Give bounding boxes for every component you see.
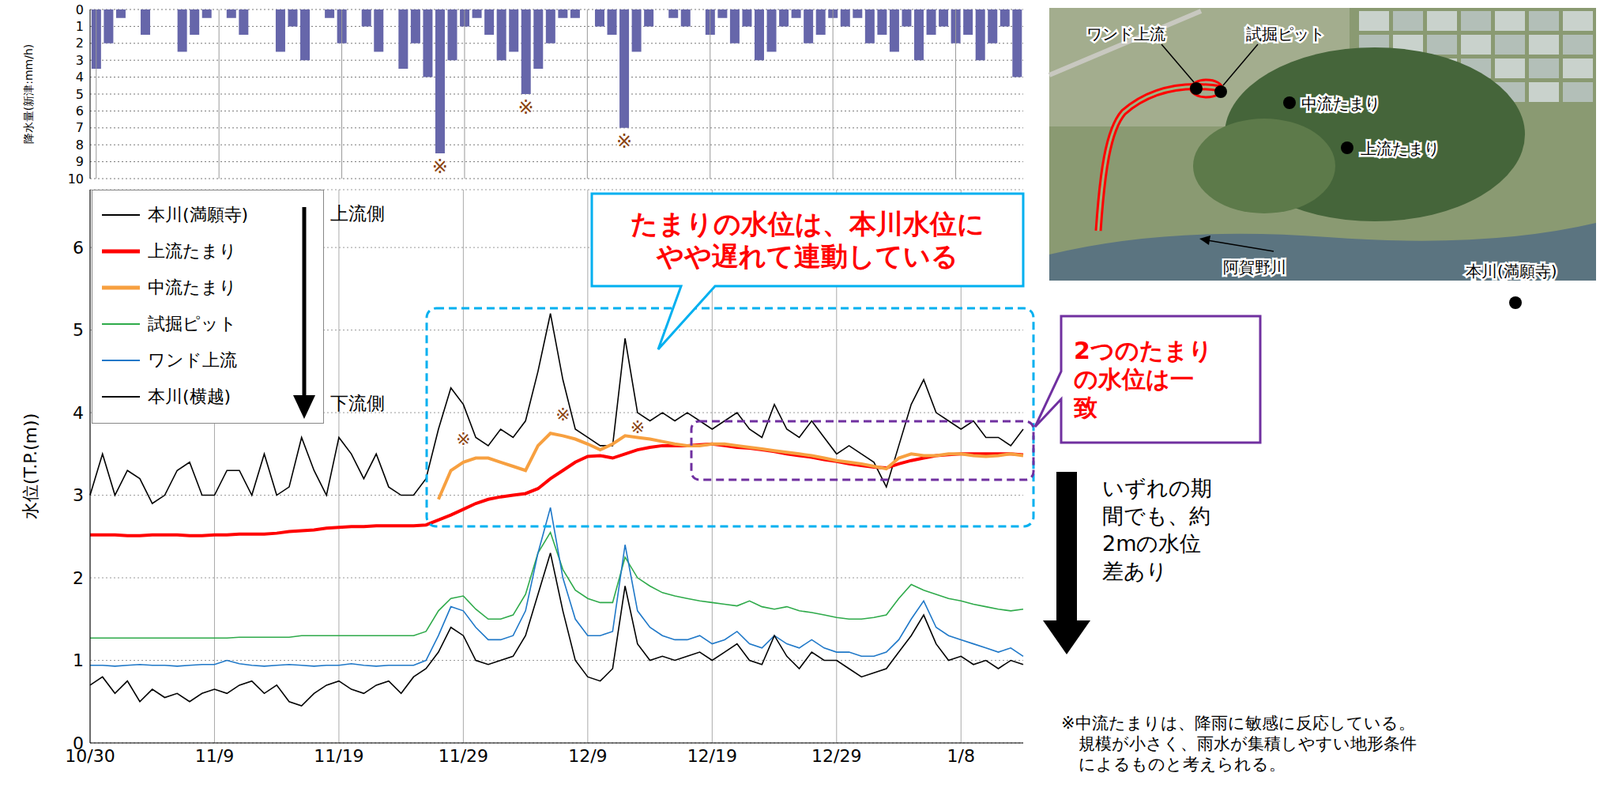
svg-text:12/19: 12/19 xyxy=(687,745,738,766)
html-text:本川(横越): 本川(横越) xyxy=(147,386,231,407)
svg-text:阿賀野川: 阿賀野川 xyxy=(1223,257,1287,277)
svg-text:10: 10 xyxy=(67,171,84,187)
svg-text:10/30: 10/30 xyxy=(65,745,116,766)
svg-text:0: 0 xyxy=(75,3,84,18)
svg-text:7: 7 xyxy=(75,120,84,136)
svg-text:11/29: 11/29 xyxy=(438,745,489,766)
svg-text:※: ※ xyxy=(518,96,535,119)
html-text:中流たまり: 中流たまり xyxy=(147,277,238,298)
html-text:いずれの期間でも、約2mの水位差あり: いずれの期間でも、約2mの水位差あり xyxy=(1102,475,1213,584)
svg-text:※: ※ xyxy=(432,155,448,178)
svg-text:中流たまり: 中流たまり xyxy=(1301,94,1381,113)
svg-text:4: 4 xyxy=(72,402,84,423)
svg-text:1/8: 1/8 xyxy=(947,745,976,766)
svg-text:3: 3 xyxy=(72,485,84,505)
svg-text:6: 6 xyxy=(72,237,84,258)
svg-text:8: 8 xyxy=(75,137,84,153)
svg-text:ワンド上流: ワンド上流 xyxy=(1086,24,1166,44)
svg-text:※: ※ xyxy=(555,404,570,425)
svg-text:0: 0 xyxy=(72,733,84,753)
svg-text:1: 1 xyxy=(75,18,84,34)
svg-text:※: ※ xyxy=(455,429,471,449)
html-text:2つのたまりの水位は一致: 2つのたまりの水位は一致 xyxy=(1073,336,1213,422)
html-text:上流側: 上流側 xyxy=(330,203,385,224)
svg-text:5: 5 xyxy=(72,320,84,340)
svg-text:5: 5 xyxy=(75,86,84,102)
html-text:規模が小さく、雨水が集積しやすい地形条件: 規模が小さく、雨水が集積しやすい地形条件 xyxy=(1078,734,1417,753)
svg-text:水位(T.P.(m)): 水位(T.P.(m)) xyxy=(20,413,41,520)
svg-text:6: 6 xyxy=(75,103,84,119)
svg-text:試掘ピット: 試掘ピット xyxy=(1246,24,1326,44)
html-text:下流側: 下流側 xyxy=(330,392,385,414)
html-text:によるものと考えられる。: によるものと考えられる。 xyxy=(1078,754,1286,774)
svg-text:降水量(新津:mm/h): 降水量(新津:mm/h) xyxy=(22,44,35,145)
svg-text:2: 2 xyxy=(72,568,84,588)
html-text:たまりの水位は、本川水位にやや遅れて連動している: たまりの水位は、本川水位にやや遅れて連動している xyxy=(630,207,985,272)
svg-text:11/9: 11/9 xyxy=(195,745,234,766)
html-text:※中流たまりは、降雨に敏感に反応している。: ※中流たまりは、降雨に敏感に反応している。 xyxy=(1061,713,1415,733)
svg-text:3: 3 xyxy=(75,52,84,68)
svg-text:2: 2 xyxy=(75,35,84,51)
svg-text:1: 1 xyxy=(72,650,84,671)
svg-text:9: 9 xyxy=(75,154,84,170)
html-text:試掘ピット: 試掘ピット xyxy=(147,313,238,334)
svg-text:12/29: 12/29 xyxy=(811,745,862,766)
svg-text:12/9: 12/9 xyxy=(568,745,607,766)
svg-text:本川(満願寺): 本川(満願寺) xyxy=(1465,261,1558,281)
html-text:上流たまり: 上流たまり xyxy=(147,240,238,261)
svg-text:4: 4 xyxy=(75,69,84,85)
svg-text:11/19: 11/19 xyxy=(313,745,364,766)
svg-text:上流たまり: 上流たまり xyxy=(1360,139,1440,159)
html-text:ワンド上流: ワンド上流 xyxy=(147,350,238,370)
svg-text:※: ※ xyxy=(616,130,633,153)
svg-text:※: ※ xyxy=(630,417,645,437)
html-text:本川(満願寺): 本川(満願寺) xyxy=(147,204,249,225)
